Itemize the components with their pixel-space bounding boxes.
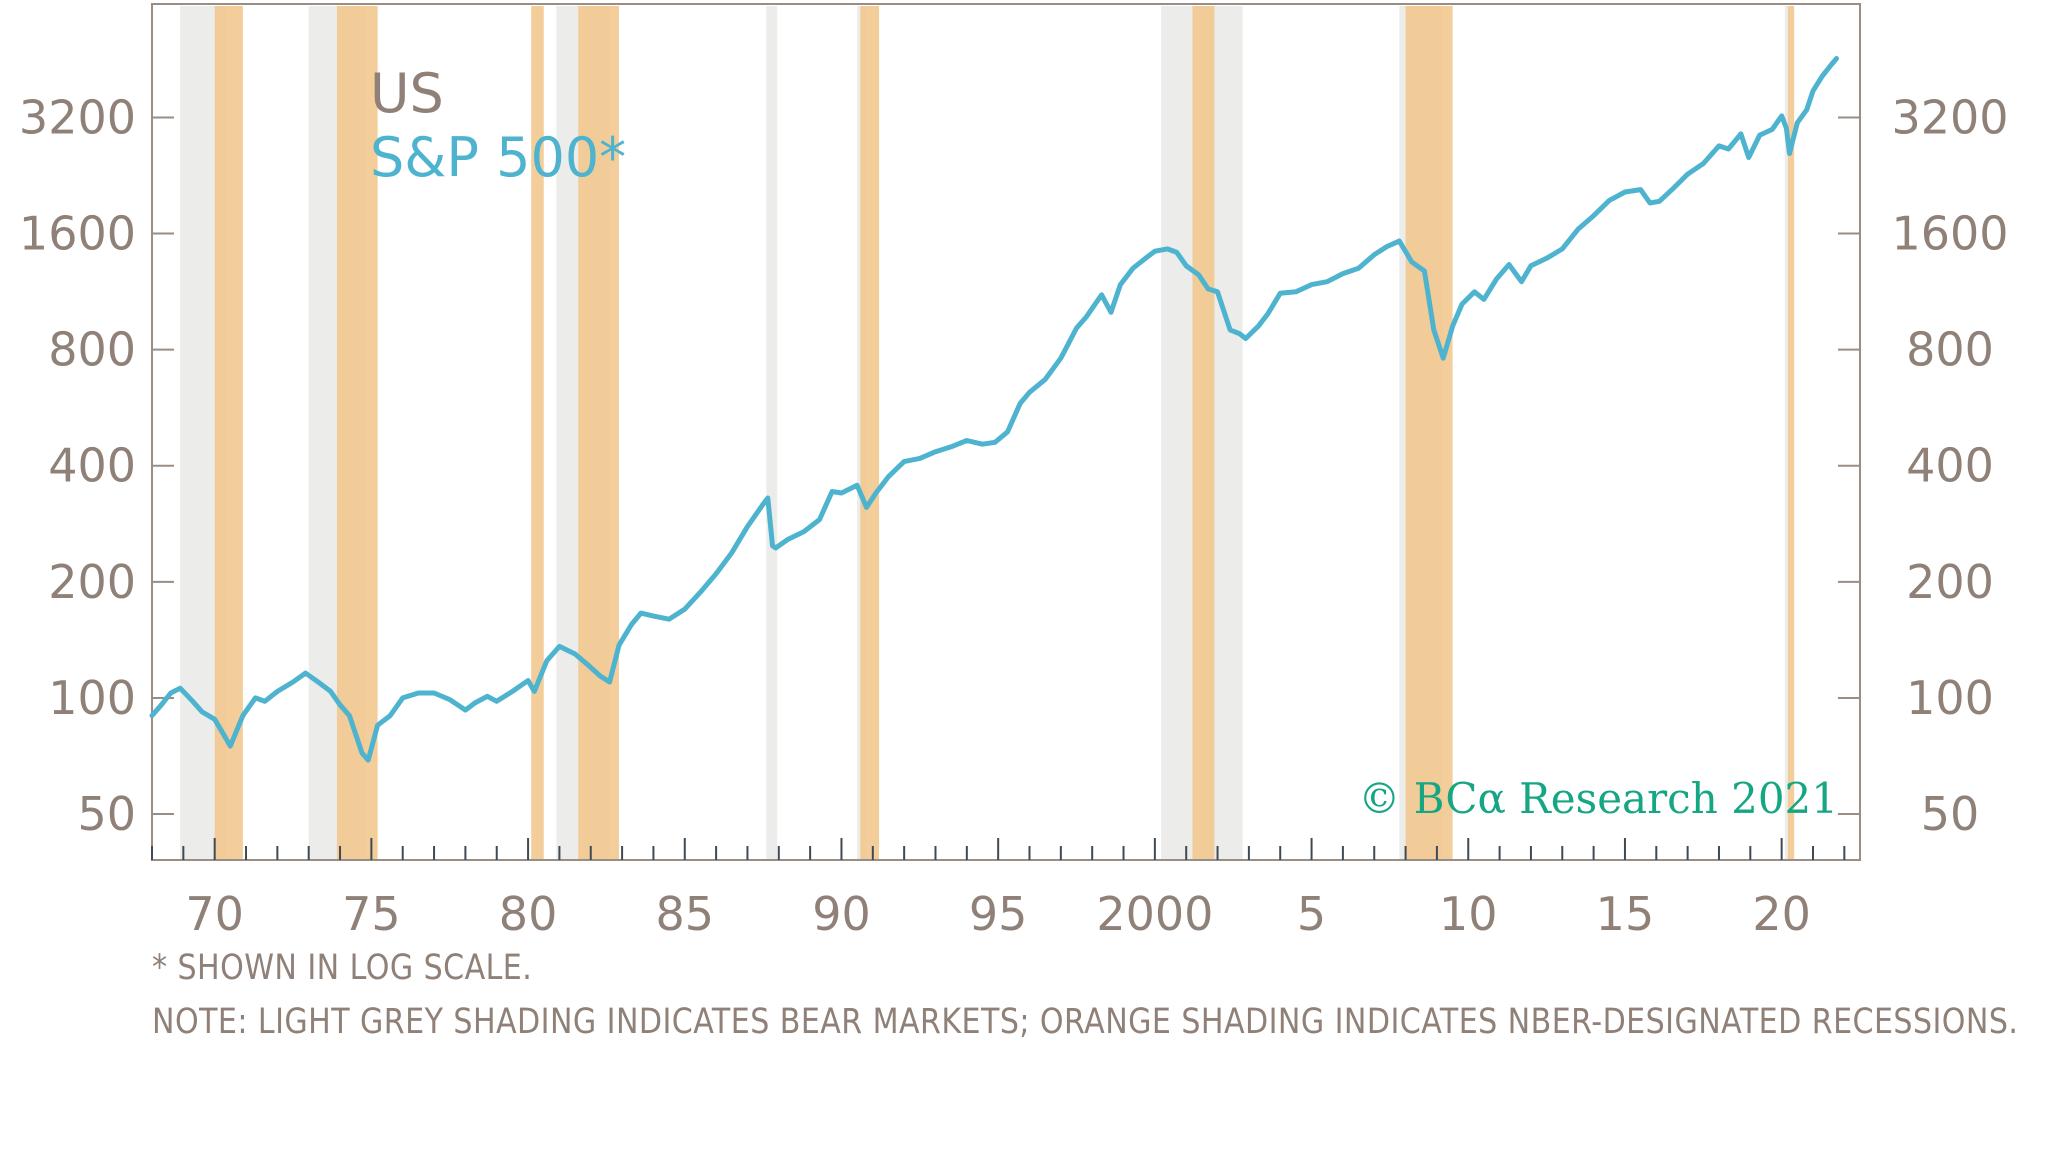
y-tick-label-left: 800 <box>48 323 136 377</box>
recession-band <box>1405 6 1453 860</box>
y-tick-label-right: 50 <box>1921 787 1980 841</box>
chart-subtitle: S&P 500* <box>370 126 626 189</box>
log-scale-footnote: * SHOWN IN LOG SCALE. <box>152 948 533 988</box>
shading-note: NOTE: LIGHT GREY SHADING INDICATES BEAR … <box>152 1002 2019 1042</box>
series-line-sp500 <box>149 56 1839 763</box>
x-tick-label: 20 <box>1752 887 1811 941</box>
chart-title: US <box>370 62 444 125</box>
x-tick-label: 15 <box>1596 887 1655 941</box>
recession-band <box>860 6 880 860</box>
y-tick-label-left: 50 <box>77 787 136 841</box>
recession-band <box>214 6 243 860</box>
x-tick-label: 75 <box>342 887 401 941</box>
y-tick-label-left: 100 <box>48 671 136 725</box>
recession-band <box>531 6 544 860</box>
y-tick-label-right: 100 <box>1906 671 1994 725</box>
x-tick-label: 2000 <box>1096 887 1213 941</box>
recession-band <box>1787 6 1795 860</box>
y-tick-label-left: 400 <box>48 439 136 493</box>
y-tick-label-left: 200 <box>48 555 136 609</box>
y-tick-label-left: 3200 <box>19 90 136 144</box>
x-axis-ticks: 70 75 80 85 90 95 2000 5 10 15 20 <box>151 838 1846 941</box>
y-tick-label-right: 1600 <box>1891 207 2008 261</box>
x-tick-label: 85 <box>655 887 714 941</box>
plot-frame <box>151 3 1861 861</box>
y-tick-label-left: 1600 <box>19 207 136 261</box>
bear-market-band <box>766 6 778 860</box>
x-tick-label: 10 <box>1439 887 1498 941</box>
y-tick-label-right: 3200 <box>1891 90 2008 144</box>
y-tick-label-right: 200 <box>1906 555 1994 609</box>
x-tick-label: 90 <box>812 887 871 941</box>
shading-bands <box>180 6 1795 860</box>
recession-band <box>1192 6 1215 860</box>
y-tick-label-right: 400 <box>1906 439 1994 493</box>
x-tick-label: 95 <box>969 887 1028 941</box>
x-tick-label: 70 <box>185 887 244 941</box>
y-tick-label-right: 800 <box>1906 323 1994 377</box>
copyright-label: © BCα Research 2021 <box>1358 774 1838 823</box>
x-tick-label: 80 <box>499 887 558 941</box>
bear-market-band <box>1784 6 1790 860</box>
y-axis-ticks: 50 50 100 100 200 200 400 400 800 800 1600 1600 3200… <box>19 90 2009 841</box>
recession-band <box>578 6 619 860</box>
series-layer <box>149 56 1839 763</box>
recession-band <box>336 6 378 860</box>
x-tick-label: 5 <box>1297 887 1326 941</box>
